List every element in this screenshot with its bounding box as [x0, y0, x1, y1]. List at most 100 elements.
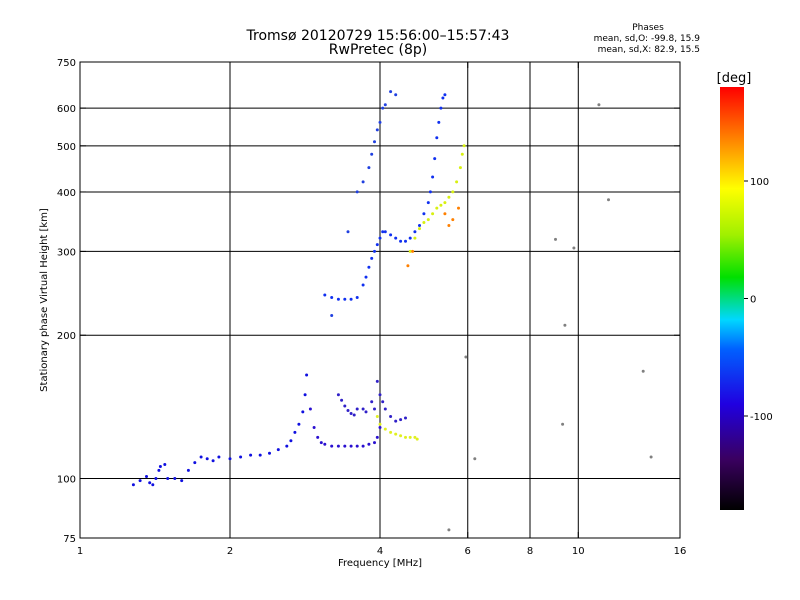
data-point [303, 393, 307, 397]
data-point [297, 422, 301, 426]
data-point [370, 256, 374, 260]
data-point [131, 483, 135, 487]
colorbar-ticks: 100 0 -100 [744, 177, 773, 423]
data-point [361, 407, 365, 411]
data-point [426, 201, 430, 205]
x-tick-label: 16 [674, 546, 687, 557]
data-point [375, 435, 379, 439]
data-point [443, 212, 447, 216]
data-point [336, 393, 340, 397]
y-tick-label: 200 [57, 331, 76, 342]
data-point [464, 355, 468, 359]
colorbar-tick-label: 0 [750, 295, 756, 306]
data-point [404, 435, 407, 439]
data-point [145, 475, 148, 478]
x-axis-label: Frequency [MHz] [338, 558, 422, 569]
data-point [447, 224, 451, 227]
data-point [381, 400, 385, 404]
y-axis-label: Stationary phase Virtual Height [km] [39, 208, 50, 392]
data-point [343, 404, 347, 408]
data-point [378, 120, 382, 124]
data-point [389, 233, 393, 237]
data-point [554, 237, 557, 241]
data-point [431, 212, 435, 216]
data-point [435, 136, 439, 140]
data-point [447, 195, 451, 199]
data-point [319, 441, 323, 445]
data-point [378, 393, 382, 397]
data-point [408, 236, 412, 240]
data-point [258, 453, 262, 457]
data-point [413, 236, 417, 240]
data-point [355, 296, 359, 299]
data-point [186, 468, 190, 472]
colorbar-tick-label: -100 [750, 412, 773, 423]
data-point [355, 444, 359, 448]
y-tick-label: 300 [57, 247, 76, 258]
data-point [443, 201, 447, 205]
data-point [389, 415, 393, 418]
data-point [268, 451, 271, 455]
data-point [173, 477, 177, 480]
grid [80, 62, 680, 538]
data-point [378, 426, 382, 429]
x-tick-label: 2 [227, 546, 233, 557]
data-point [399, 434, 403, 438]
data-point [458, 166, 462, 170]
data-point [415, 437, 419, 441]
data-point [462, 144, 466, 148]
data-point [373, 407, 376, 411]
data-point [217, 455, 221, 459]
data-point [301, 410, 305, 414]
data-point [383, 407, 387, 411]
data-point [383, 103, 387, 107]
data-point [383, 230, 387, 234]
data-point [441, 96, 445, 100]
data-point [455, 180, 459, 184]
data-point [163, 463, 167, 466]
data-point [435, 206, 439, 210]
axis-ticks: 1 2 4 6 8 10 16 75 100 200 300 400 500 600 750 [57, 58, 686, 557]
data-point [422, 212, 426, 216]
y-tick-label: 600 [57, 104, 76, 115]
data-point [305, 373, 309, 377]
data-point [381, 106, 385, 110]
data-point [426, 218, 430, 222]
data-point [364, 275, 368, 279]
data-point [285, 444, 289, 448]
data-point [349, 444, 353, 448]
data-point [330, 444, 334, 448]
data-point [641, 369, 645, 373]
data-point [389, 430, 393, 434]
data-point [447, 528, 451, 532]
data-point [408, 435, 412, 439]
data-point [343, 297, 347, 301]
data-points [131, 90, 653, 532]
data-point [323, 293, 327, 297]
legend-x-stats: mean, sd,X: 82.9, 15.5 [598, 45, 700, 55]
data-point [439, 106, 443, 110]
data-point [460, 152, 464, 156]
data-point [336, 444, 340, 448]
y-tick-label: 400 [57, 188, 76, 199]
data-point [451, 190, 455, 194]
colorbar-tick-label: 100 [750, 177, 769, 188]
data-point [148, 481, 152, 485]
data-point [378, 236, 382, 240]
data-point [336, 297, 340, 301]
chart-subtitle: RwPretec (8p) [329, 42, 427, 58]
data-point [361, 283, 365, 287]
data-point [364, 410, 368, 414]
y-tick-label: 75 [63, 534, 76, 545]
data-point [154, 477, 158, 480]
data-point [355, 407, 359, 411]
data-point [394, 93, 398, 97]
data-point [346, 409, 350, 412]
data-point [413, 435, 417, 439]
data-point [433, 157, 437, 161]
data-point [394, 419, 398, 423]
data-point [361, 444, 365, 448]
data-point [316, 435, 320, 439]
